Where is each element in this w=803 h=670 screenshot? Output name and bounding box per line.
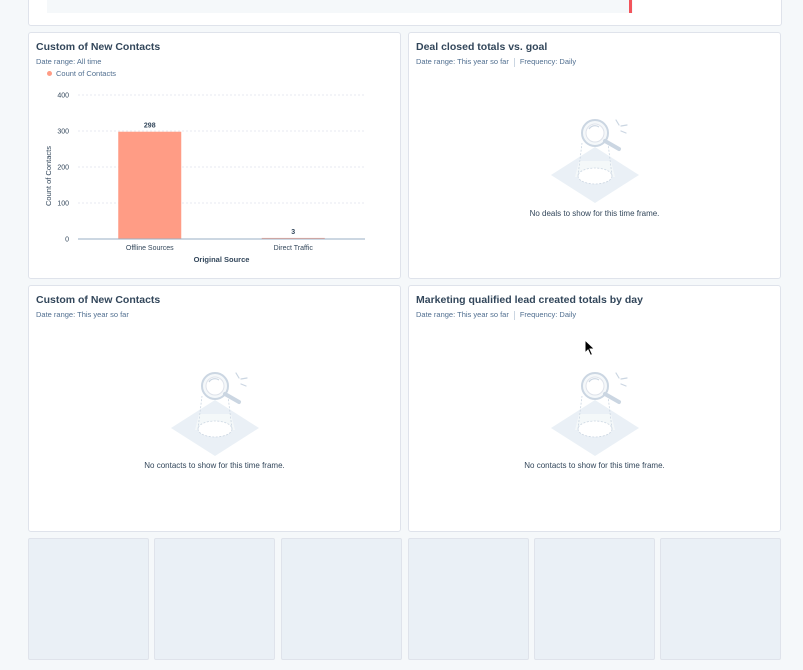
card-title: Custom of New Contacts (36, 294, 161, 306)
chart-legend: Count of Contacts (47, 69, 116, 78)
magnifying-glass-icon (169, 372, 261, 465)
magnifying-glass-icon (549, 372, 641, 465)
loading-placeholder-card (28, 538, 149, 660)
chart-area-remnant (47, 0, 633, 13)
y-tick-label: 300 (57, 129, 69, 136)
x-tick-label: Offline Sources (126, 245, 174, 252)
empty-state-message: No deals to show for this time frame. (529, 209, 660, 218)
bar-data-label: 298 (144, 123, 156, 130)
y-axis-title: Count of Contacts (44, 146, 53, 206)
card-date-range: Date range: This year so far Frequency: D… (416, 57, 577, 67)
card-frequency: Frequency: Daily (519, 310, 577, 319)
bar (118, 131, 182, 239)
top-partial-card (28, 0, 782, 26)
empty-state-message: No contacts to show for this time frame. (144, 461, 285, 470)
legend-label: Count of Contacts (56, 69, 117, 78)
y-tick-label: 0 (65, 237, 69, 244)
card-date-range: Date range: This year so far (36, 310, 129, 319)
loading-placeholder-card (534, 538, 655, 660)
report-card-mql-by-day[interactable]: Marketing qualified lead created totals … (408, 285, 781, 532)
bar (261, 237, 325, 239)
report-card-new-contacts-all-time[interactable]: Custom of New Contacts Date range: All t… (28, 32, 401, 279)
report-card-deal-closed[interactable]: Deal closed totals vs. goal Date range: … (408, 32, 781, 279)
card-title: Custom of New Contacts (36, 41, 161, 53)
card-title: Marketing qualified lead created totals … (416, 294, 643, 306)
x-tick-label: Direct Traffic (274, 245, 314, 252)
card-frequency: Frequency: Daily (519, 57, 577, 66)
card-date-range: Date range: This year so far Frequency: D… (416, 310, 577, 320)
legend-dot (47, 71, 52, 76)
loading-placeholder-card (281, 538, 402, 660)
magnifying-glass-icon (549, 119, 641, 212)
report-card-new-contacts-this-year[interactable]: Custom of New Contacts Date range: This … (28, 285, 401, 532)
loading-placeholder-card (154, 538, 275, 660)
empty-state-message: No contacts to show for this time frame. (524, 461, 665, 470)
bar-data-label: 3 (291, 229, 295, 236)
card-title: Deal closed totals vs. goal (416, 41, 548, 53)
y-tick-label: 400 (57, 93, 69, 100)
y-tick-label: 200 (57, 165, 69, 172)
red-indicator (629, 0, 632, 13)
loading-placeholder-card (408, 538, 529, 660)
mouse-cursor-icon (584, 339, 596, 357)
y-tick-label: 100 (57, 201, 69, 208)
x-axis-title: Original Source (194, 255, 250, 264)
loading-placeholder-card (660, 538, 781, 660)
bar-chart: 0 100 200 300 400 298 Offline Sources 3 Direct T… (44, 93, 365, 264)
card-date-range: Date range: All time (36, 57, 102, 66)
